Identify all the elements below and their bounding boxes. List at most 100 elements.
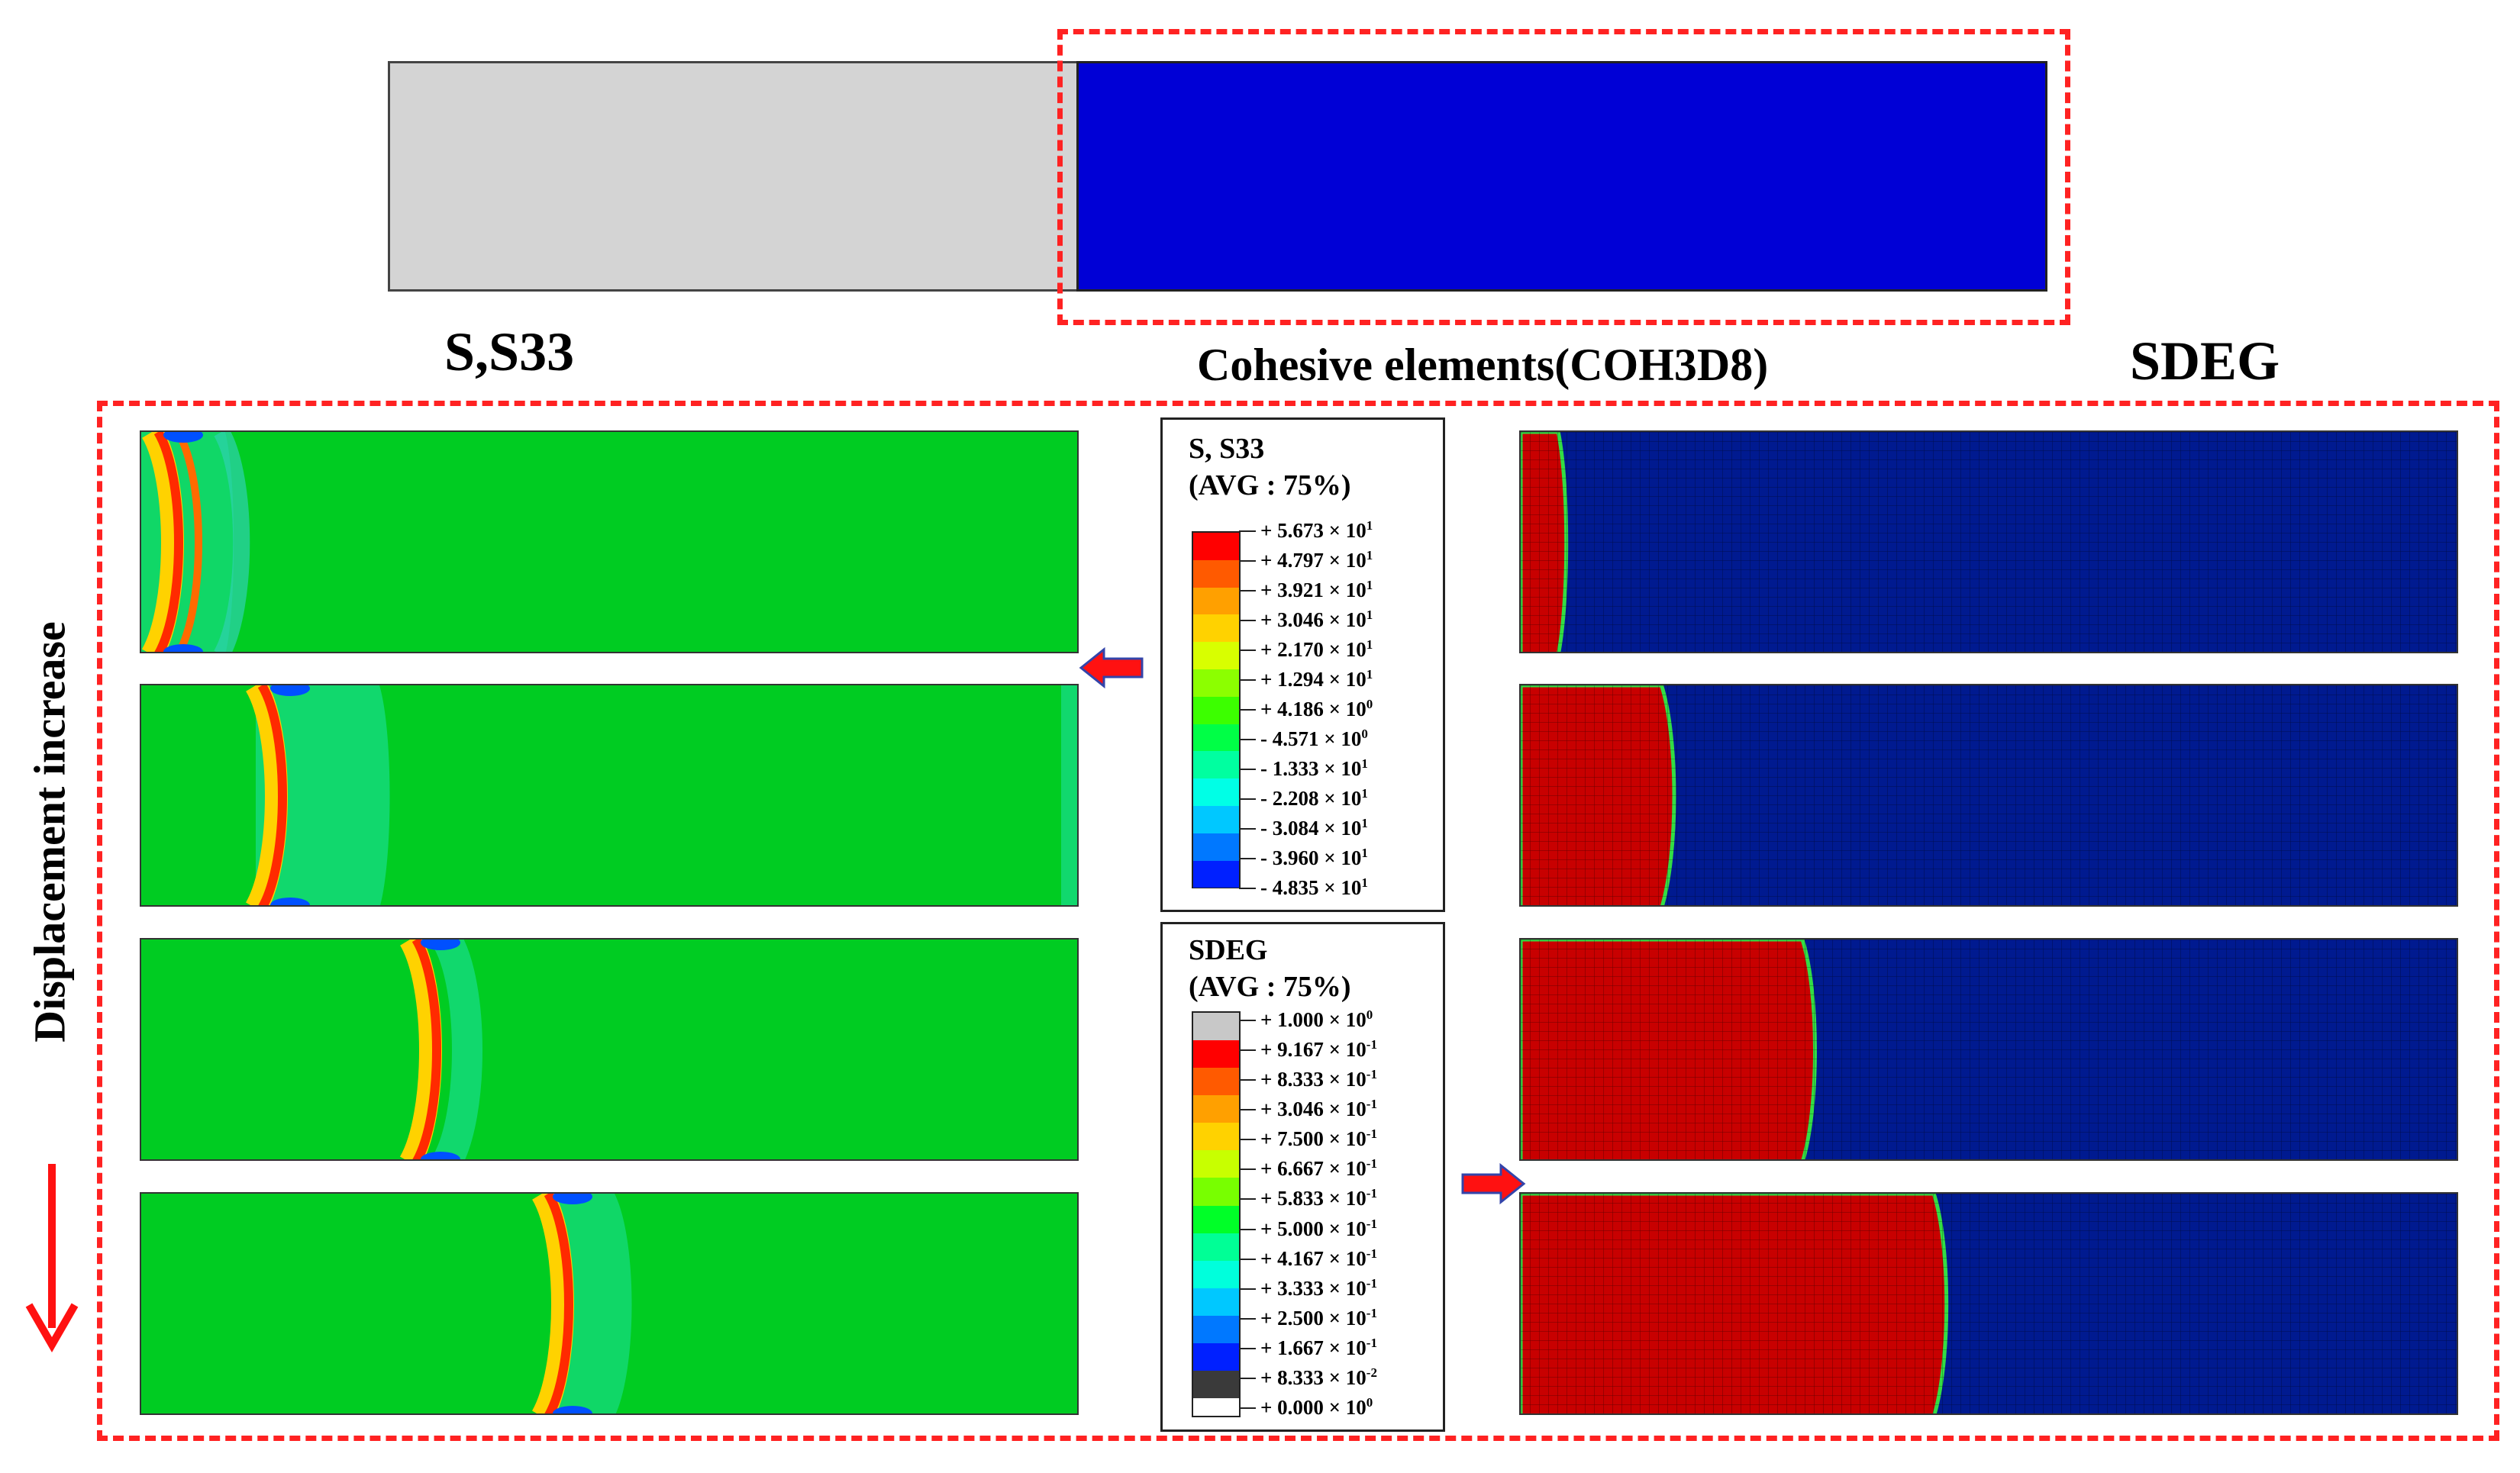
legend-tick (1239, 798, 1256, 800)
legend-value-label: + 1.000 × 100 (1260, 1007, 1373, 1031)
title-s33: S,S33 (444, 321, 575, 382)
displacement-increase-label: Displacement increase (24, 621, 75, 1043)
legend-value-label: + 8.333 × 10-2 (1260, 1365, 1377, 1389)
legend-color-cell (1193, 1068, 1239, 1096)
legend-color-cell (1193, 833, 1239, 861)
sdeg-panel (1519, 1192, 2458, 1415)
title-cohesive-elements: Cohesive elements(COH3D8) (1197, 340, 1769, 390)
legend-tick (1239, 1407, 1256, 1409)
stress-panel (140, 938, 1079, 1161)
legend-color-cell (1193, 587, 1239, 615)
legend-color-cell (1193, 1233, 1239, 1261)
damage-front (1521, 940, 2457, 1159)
damage-front (1521, 432, 2457, 652)
legend-color-cell (1193, 751, 1239, 779)
legend-sdeg-title: SDEG (1189, 934, 1268, 966)
legend-color-cell (1193, 1178, 1239, 1206)
legend-value-label: + 1.294 × 101 (1260, 667, 1373, 691)
legend-value-label: + 4.167 × 10-1 (1260, 1246, 1377, 1270)
legend-s33-subtitle: (AVG : 75%) (1189, 469, 1351, 501)
legend-value-label: + 2.500 × 10-1 (1260, 1305, 1377, 1330)
sdeg-panel (1519, 938, 2458, 1161)
legend-value-label: - 2.208 × 101 (1260, 786, 1368, 810)
legend-tick (1239, 858, 1256, 859)
legend-value-label: - 4.835 × 101 (1260, 875, 1368, 899)
legend-tick (1239, 1288, 1256, 1290)
sdeg-panel (1519, 684, 2458, 907)
legend-color-cell (1193, 805, 1239, 833)
legend-value-label: + 2.170 × 101 (1260, 637, 1373, 661)
legend-value-label: + 3.921 × 101 (1260, 578, 1373, 601)
legend-value-label: + 3.046 × 101 (1260, 608, 1373, 631)
legend-s33-title: S, S33 (1189, 433, 1265, 465)
legend-tick (1239, 530, 1256, 532)
title-sdeg: SDEG (2130, 330, 2280, 392)
legend-tick (1239, 769, 1256, 770)
legend-value-label: + 3.333 × 10-1 (1260, 1275, 1377, 1300)
legend-tick (1239, 1020, 1256, 1021)
legend-sdeg-colorbar (1192, 1011, 1241, 1417)
legend-tick (1239, 1198, 1256, 1201)
legend-value-label: + 1.667 × 10-1 (1260, 1335, 1377, 1359)
legend-color-cell (1193, 669, 1239, 697)
legend-value-label: + 5.000 × 10-1 (1260, 1216, 1377, 1240)
legend-tick (1239, 590, 1256, 591)
legend-s33: S, S33 (AVG : 75%) + 5.673 × 101 + 4.797 … (1160, 417, 1445, 912)
legend-tick (1239, 1049, 1256, 1052)
left-pointer-arrow (1079, 646, 1144, 689)
legend-value-label: + 3.046 × 10-1 (1260, 1097, 1377, 1121)
legend-color-cell (1193, 860, 1239, 888)
legend-color-cell (1193, 1123, 1239, 1151)
legend-s33-colorbar (1192, 531, 1241, 888)
legend-value-label: + 8.333 × 10-1 (1260, 1067, 1377, 1091)
legend-tick (1239, 888, 1256, 889)
legend-sdeg: SDEG (AVG : 75%) + 1.000 × 100 + 9.167 × … (1160, 922, 1445, 1432)
legend-color-cell (1193, 1040, 1239, 1068)
legend-color-cell (1193, 1342, 1239, 1371)
legend-tick (1239, 828, 1256, 830)
legend-tick (1239, 649, 1256, 651)
legend-color-cell (1193, 1260, 1239, 1288)
sdeg-panel (1519, 430, 2458, 653)
legend-tick (1239, 739, 1256, 740)
legend-color-cell (1193, 1205, 1239, 1233)
main-results-box (97, 401, 2499, 1441)
legend-tick (1239, 1109, 1256, 1111)
legend-value-label: + 9.167 × 10-1 (1260, 1037, 1377, 1062)
legend-color-cell (1193, 1150, 1239, 1178)
legend-color-cell (1193, 1315, 1239, 1343)
legend-value-label: - 4.571 × 100 (1260, 727, 1368, 750)
legend-tick (1239, 1377, 1256, 1379)
legend-tick (1239, 1317, 1256, 1320)
legend-value-label: + 7.500 × 10-1 (1260, 1127, 1377, 1151)
specimen-cohesive-strip (1076, 61, 2047, 292)
legend-value-label: + 5.833 × 10-1 (1260, 1186, 1377, 1210)
legend-value-label: + 4.186 × 100 (1260, 697, 1373, 720)
stress-panel (140, 1192, 1079, 1415)
specimen-gray-part (388, 61, 1079, 292)
legend-tick (1239, 1258, 1256, 1260)
legend-value-label: - 3.084 × 101 (1260, 816, 1368, 840)
legend-value-label: + 4.797 × 101 (1260, 548, 1373, 572)
legend-color-cell (1193, 559, 1239, 588)
legend-tick (1239, 1168, 1256, 1171)
legend-color-cell (1193, 1288, 1239, 1316)
legend-tick (1239, 1139, 1256, 1141)
legend-tick (1239, 1347, 1256, 1349)
legend-color-cell (1193, 533, 1239, 560)
right-pointer-arrow (1461, 1162, 1526, 1205)
legend-color-cell (1193, 778, 1239, 806)
legend-tick (1239, 679, 1256, 681)
legend-color-cell (1193, 696, 1239, 724)
legend-tick (1239, 560, 1256, 562)
legend-color-cell (1193, 724, 1239, 752)
legend-tick (1239, 1079, 1256, 1081)
damage-front (1521, 1194, 2457, 1413)
legend-tick (1239, 1228, 1256, 1230)
legend-value-label: + 0.000 × 100 (1260, 1395, 1373, 1419)
legend-value-label: + 5.673 × 101 (1260, 518, 1373, 542)
legend-color-cell (1193, 1371, 1239, 1399)
stress-panel (140, 684, 1079, 907)
legend-tick (1239, 620, 1256, 621)
legend-color-cell (1193, 1095, 1239, 1123)
